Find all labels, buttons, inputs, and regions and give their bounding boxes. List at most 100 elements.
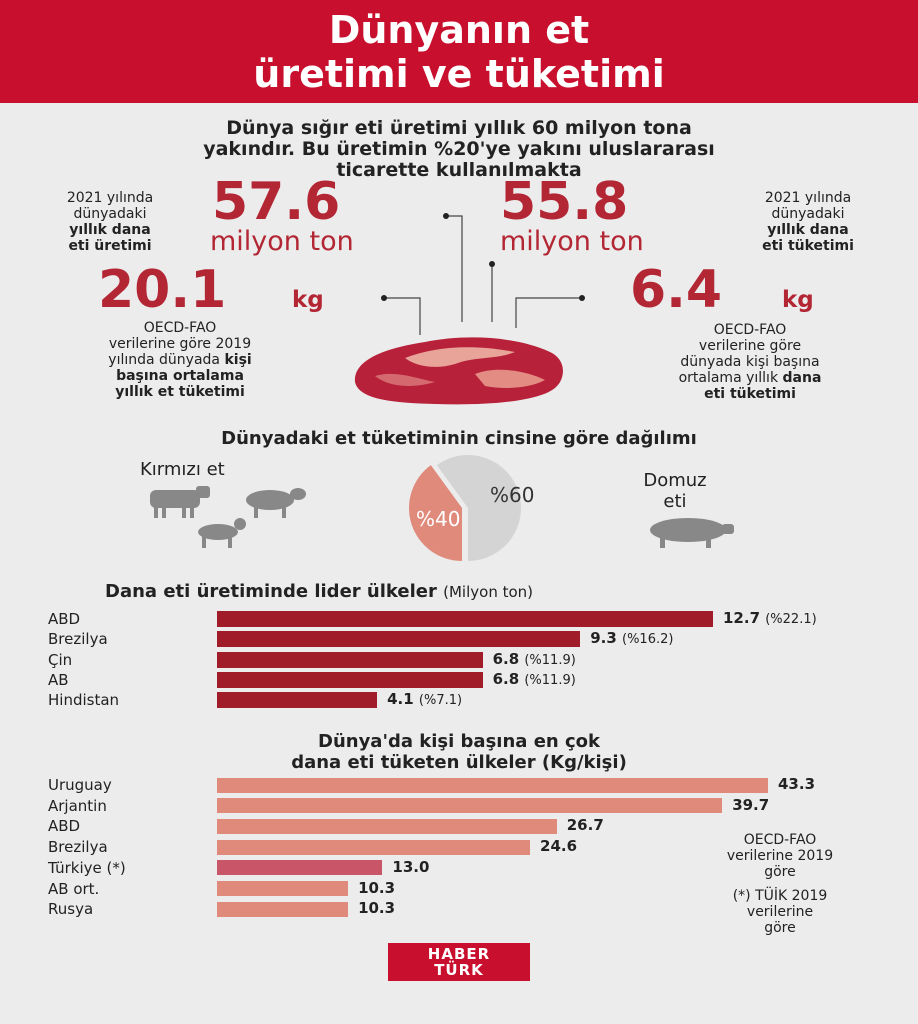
note-line: eti tüketimi (704, 386, 796, 402)
pie-label-pork: %60 (490, 483, 534, 507)
bar-category-label: Çin (48, 650, 73, 669)
consumption-note: 2021 yılında dünyadaki yıllık dana eti t… (728, 190, 888, 254)
note-line: yılında dünyada (108, 352, 225, 368)
note-line: kişi (224, 352, 252, 368)
intro-line-1: Dünya sığır eti üretimi yıllık 60 milyon… (226, 117, 692, 139)
bar-category-label: Türkiye (*) (48, 858, 126, 877)
bar-value-label: 13.0 (392, 857, 430, 876)
footnote-line: verilerine (746, 904, 814, 920)
note-line: verilerine göre (698, 338, 802, 354)
note-line: eti üretimi (68, 238, 152, 254)
pie-slice-pork (436, 455, 521, 561)
sheep-icon (246, 488, 306, 518)
bar1-title-text: Dana eti üretiminde lider ülkeler (105, 581, 437, 602)
bar (217, 631, 581, 648)
intro-text: Dünya sığır eti üretimi yıllık 60 milyon… (0, 118, 918, 181)
logo-line: TÜRK (434, 961, 484, 979)
bar-category-label: Arjantin (48, 796, 107, 815)
source-line: verilerine 2019 (726, 848, 834, 864)
note-line: ortalama yıllık (678, 370, 783, 386)
bar (217, 818, 557, 834)
pie-legend-red-meat: Kırmızı et (140, 459, 225, 480)
note-line: OECD-FAO (143, 320, 217, 336)
bar (217, 881, 349, 896)
bar-share-label: (%7.1) (418, 693, 463, 709)
per-capita-meat-note: OECD-FAO verilerine göre 2019 yılında dü… (40, 320, 320, 400)
bar-value-label: 43.3 (778, 775, 816, 793)
per-capita-beef-note: OECD-FAO verilerine göre dünyada kişi ba… (620, 322, 880, 402)
legend-line: eti (663, 491, 687, 512)
bar-value-label: 4.1 (%7.1) (387, 690, 463, 709)
bar-category-label: Uruguay (48, 776, 112, 794)
source-line: göre (764, 864, 796, 880)
note-line: eti tüketimi (762, 238, 854, 254)
bar-share-label: (%22.1) (765, 612, 817, 627)
note-line: verilerine göre 2019 (108, 336, 252, 352)
pie-title: Dünyadaki et tüketiminin cinsine göre da… (221, 428, 697, 449)
bar2-title: Dünya'da kişi başına en çok dana eti tük… (0, 731, 918, 773)
bar-share-label: (%11.9) (524, 672, 576, 688)
bar2-title-line: dana eti tüketen ülkeler (Kg/kişi) (291, 752, 627, 773)
title-line-1: Dünyanın et (328, 8, 590, 52)
bar2-source: OECD-FAO verilerine 2019 göre (*) TÜİK 2… (680, 832, 880, 936)
note-line: dana (782, 370, 822, 386)
legend-line: Domuz (643, 470, 707, 491)
bar-share-label: (%11.9) (524, 652, 576, 668)
note-line: başına ortalama (116, 368, 244, 384)
bar1-title: Dana eti üretiminde lider ülkeler (Milyo… (105, 581, 533, 602)
note-line: OECD-FAO (713, 322, 787, 338)
production-note: 2021 yılında dünyadaki yıllık dana eti ü… (30, 190, 190, 254)
per-capita-meat-value: 20.1 (98, 260, 227, 320)
bar (217, 798, 723, 814)
bar (217, 671, 483, 688)
note-line: 2021 yılında (764, 190, 852, 206)
title-line-2: üretimi ve tüketimi (253, 52, 665, 96)
bar-value-label: 6.8 (%11.9) (492, 669, 576, 688)
steak-illustration (354, 337, 563, 405)
consumption-value: 55.8 (500, 172, 629, 232)
bar-value-label: 10.3 (358, 878, 396, 897)
bar-category-label: ABD (48, 610, 81, 628)
livestock-icons (150, 486, 306, 548)
intro-line-3: ticarette kullanılmakta (336, 159, 582, 181)
pie-slice-red-meat (409, 465, 462, 561)
bar-value-label: 6.8 (%11.9) (492, 649, 576, 668)
haberturk-logo: HABER TÜRK (388, 943, 530, 981)
per-capita-beef-unit: kg (782, 287, 814, 313)
per-capita-meat-unit: kg (292, 287, 324, 313)
note-line: dünyadaki (771, 206, 845, 222)
bar-category-label: AB ort. (48, 879, 100, 898)
note-line: 2021 yılında (66, 190, 154, 206)
bar (217, 901, 349, 917)
note-line: yıllık dana (767, 222, 849, 238)
bar-value-label: 12.7 (%22.1) (723, 609, 817, 627)
header-banner: Dünyanın et üretimi ve tüketimi (0, 0, 918, 103)
intro-line-2: yakındır. Bu üretimin %20'ye yakını ulus… (203, 138, 715, 160)
per-capita-beef-value: 6.4 (630, 260, 723, 320)
bar-category-label: Rusya (48, 900, 94, 919)
pig-icon (650, 518, 734, 548)
bar (217, 860, 383, 876)
bar-category-label: Hindistan (48, 691, 120, 710)
consumption-unit: milyon ton (500, 226, 644, 257)
bar-value-label: 10.3 (358, 899, 396, 918)
production-value: 57.6 (212, 172, 341, 232)
bar (217, 692, 378, 709)
goat-icon (198, 518, 246, 548)
bar-category-label: Brezilya (48, 838, 108, 857)
bar1-unit: (Milyon ton) (443, 583, 534, 601)
note-line: yıllık et tüketimi (115, 384, 245, 400)
production-unit: milyon ton (210, 226, 354, 257)
bar-category-label: Brezilya (48, 630, 108, 649)
bar-category-label: AB (48, 670, 69, 689)
note-line: dünyadaki (73, 206, 147, 222)
bar (217, 611, 713, 627)
bar (217, 839, 531, 855)
pie-legend-pork: Domuz eti (620, 470, 730, 512)
note-line: dünyada kişi başına (680, 354, 820, 370)
footnote-line: (*) TÜİK 2019 (732, 888, 828, 904)
bar-value-label: 24.6 (540, 837, 578, 856)
cow-icon (150, 486, 210, 518)
bar2-title-line: Dünya'da kişi başına en çok (318, 731, 600, 752)
logo-line: HABER (427, 945, 491, 963)
